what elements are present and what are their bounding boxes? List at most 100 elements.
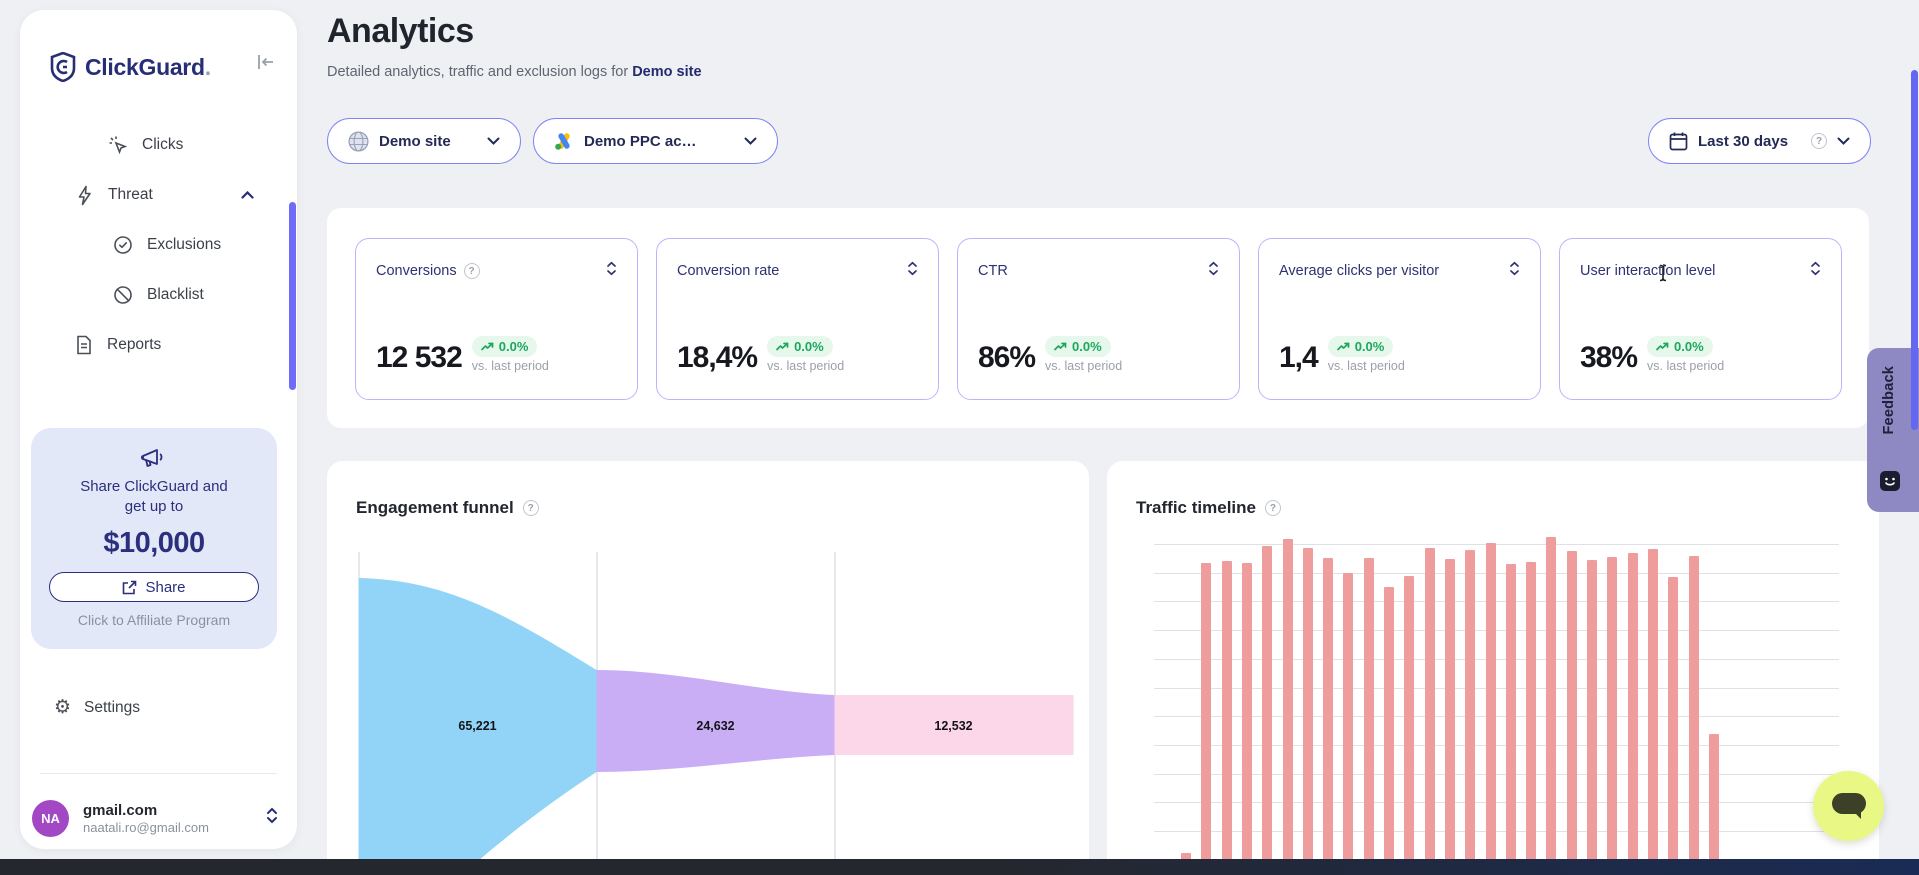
promo-text-line1: Share ClickGuard and [80, 478, 228, 495]
sidebar-item-settings[interactable]: ⚙ Settings [54, 698, 140, 717]
timeline-bar [1607, 557, 1618, 875]
funnel-stage-3-value: 12,532 [934, 719, 972, 733]
trending-up-icon [1336, 342, 1350, 351]
kpi-label: Conversion rate [677, 263, 780, 279]
trending-up-icon [1656, 342, 1669, 351]
timeline-bar [1647, 548, 1658, 875]
timeline-bar [1262, 546, 1273, 875]
brand-logo[interactable]: ClickGuard. [50, 50, 280, 84]
smiley-icon [1880, 471, 1900, 491]
metric-selector-icon[interactable] [1810, 261, 1821, 281]
sidebar-item-reports[interactable]: Reports [20, 328, 290, 362]
chevron-down-icon [487, 137, 500, 145]
sidebar-item-label: Blacklist [147, 286, 204, 303]
chevron-up-icon[interactable] [241, 186, 254, 204]
google-ads-icon [555, 132, 570, 150]
kpi-value: 38% [1580, 341, 1638, 374]
feedback-tab[interactable]: Feedback [1867, 348, 1919, 512]
sidebar-collapse-icon[interactable] [257, 54, 275, 75]
feedback-label: Feedback [1881, 366, 1897, 435]
kpi-delta-badge: 0.0% [1045, 336, 1111, 357]
page-subtitle-site: Demo site [632, 64, 702, 80]
affiliate-promo-card[interactable]: Share ClickGuard and get up to $10,000 S… [31, 428, 277, 649]
traffic-timeline-card: Traffic timeline ? [1107, 461, 1879, 875]
sidebar-item-clicks[interactable]: Clicks [20, 128, 290, 162]
kpi-label: Average clicks per visitor [1279, 263, 1440, 279]
timeline-bar [1546, 536, 1557, 875]
ppc-account-selector[interactable]: Demo PPC ac… [533, 118, 778, 164]
kpi-panel: Conversions? 12 532 0.0% vs. last period Con… [327, 208, 1869, 428]
sidebar-item-blacklist[interactable]: Blacklist [20, 278, 290, 312]
kpi-value: 1,4 [1279, 341, 1319, 374]
funnel-stage-3-shape [834, 695, 1074, 755]
engagement-funnel-card: Engagement funnel ? 65,221 24,632 12,532 [327, 461, 1089, 875]
metric-selector-icon[interactable] [606, 261, 617, 281]
calendar-icon [1669, 132, 1688, 151]
external-link-icon [123, 580, 137, 594]
gridline [1154, 544, 1839, 545]
help-icon[interactable]: ? [522, 500, 539, 516]
help-icon[interactable]: ? [1811, 133, 1827, 149]
kpi-label: User interaction level [1580, 263, 1716, 279]
globe-icon [348, 130, 369, 152]
timeline-bar [1505, 564, 1516, 875]
metric-selector-icon[interactable] [907, 261, 918, 281]
sidebar-item-label: Exclusions [147, 236, 222, 253]
timeline-bar [1343, 573, 1354, 875]
page-scrollbar-thumb[interactable] [1911, 70, 1918, 430]
timeline-bar [1587, 559, 1597, 875]
kpi-caption: vs. last period [767, 359, 845, 373]
funnel-stage-1-shape [358, 578, 597, 875]
share-button-label: Share [145, 578, 186, 596]
timeline-bar [1688, 556, 1699, 875]
engagement-funnel-chart[interactable]: 65,221 24,632 12,532 [358, 552, 1074, 875]
badge-check-icon [114, 236, 132, 254]
sidebar: ClickGuard. Clicks Threat Exclusions [20, 10, 297, 849]
account-switcher[interactable]: NA gmail.com naatali.ro@gmail.com [32, 796, 284, 840]
timeline-bar [1323, 558, 1334, 875]
trending-up-icon [480, 342, 494, 351]
sidebar-item-label: Reports [107, 336, 162, 353]
timeline-bar [1424, 547, 1435, 875]
timeline-bar [1526, 562, 1537, 875]
kpi-label: Conversions [376, 263, 457, 279]
timeline-bar [1282, 538, 1293, 875]
kpi-delta-value: 0.0% [794, 339, 824, 354]
timeline-bar [1708, 733, 1719, 875]
chat-bubble-icon [1831, 793, 1866, 819]
up-down-chevron-icon[interactable] [266, 807, 278, 829]
help-icon[interactable]: ? [1264, 500, 1281, 516]
sidebar-scrollbar-thumb[interactable] [289, 202, 296, 390]
trending-up-icon [776, 342, 789, 351]
timeline-bar [1404, 576, 1415, 875]
sidebar-item-exclusions[interactable]: Exclusions [20, 228, 290, 262]
chart-title: Engagement funnel [356, 498, 514, 517]
funnel-stage-2-shape [596, 670, 835, 772]
lightning-icon [78, 185, 91, 205]
metric-selector-icon[interactable] [1509, 261, 1520, 281]
traffic-timeline-chart[interactable] [1154, 535, 1846, 875]
gridline [1154, 687, 1839, 689]
site-selector[interactable]: Demo site [327, 118, 521, 164]
sidebar-item-threat[interactable]: Threat [20, 178, 290, 212]
chat-button[interactable] [1813, 771, 1884, 841]
metric-selector-icon[interactable] [1208, 261, 1219, 281]
timeline-bar [1241, 563, 1252, 875]
timeline-bar [1566, 551, 1577, 875]
timeline-bar [1465, 549, 1476, 875]
share-button[interactable]: Share [49, 572, 259, 602]
page-subtitle: Detailed analytics, traffic and exclusio… [327, 64, 702, 80]
kpi-label: CTR [978, 263, 1008, 279]
divider [40, 773, 277, 774]
date-range-selector[interactable]: Last 30 days ? [1648, 118, 1871, 164]
promo-amount: $10,000 [103, 527, 205, 559]
gridline [1154, 716, 1839, 718]
kpi-caption: vs. last period [471, 359, 549, 373]
sidebar-item-label: Settings [84, 698, 141, 716]
timeline-bar [1384, 587, 1394, 875]
help-icon[interactable]: ? [463, 263, 480, 279]
clickguard-logo-icon [50, 52, 76, 82]
document-icon [77, 335, 91, 355]
funnel-stage-1-value: 65,221 [458, 719, 496, 733]
brand-dot: . [204, 53, 211, 80]
